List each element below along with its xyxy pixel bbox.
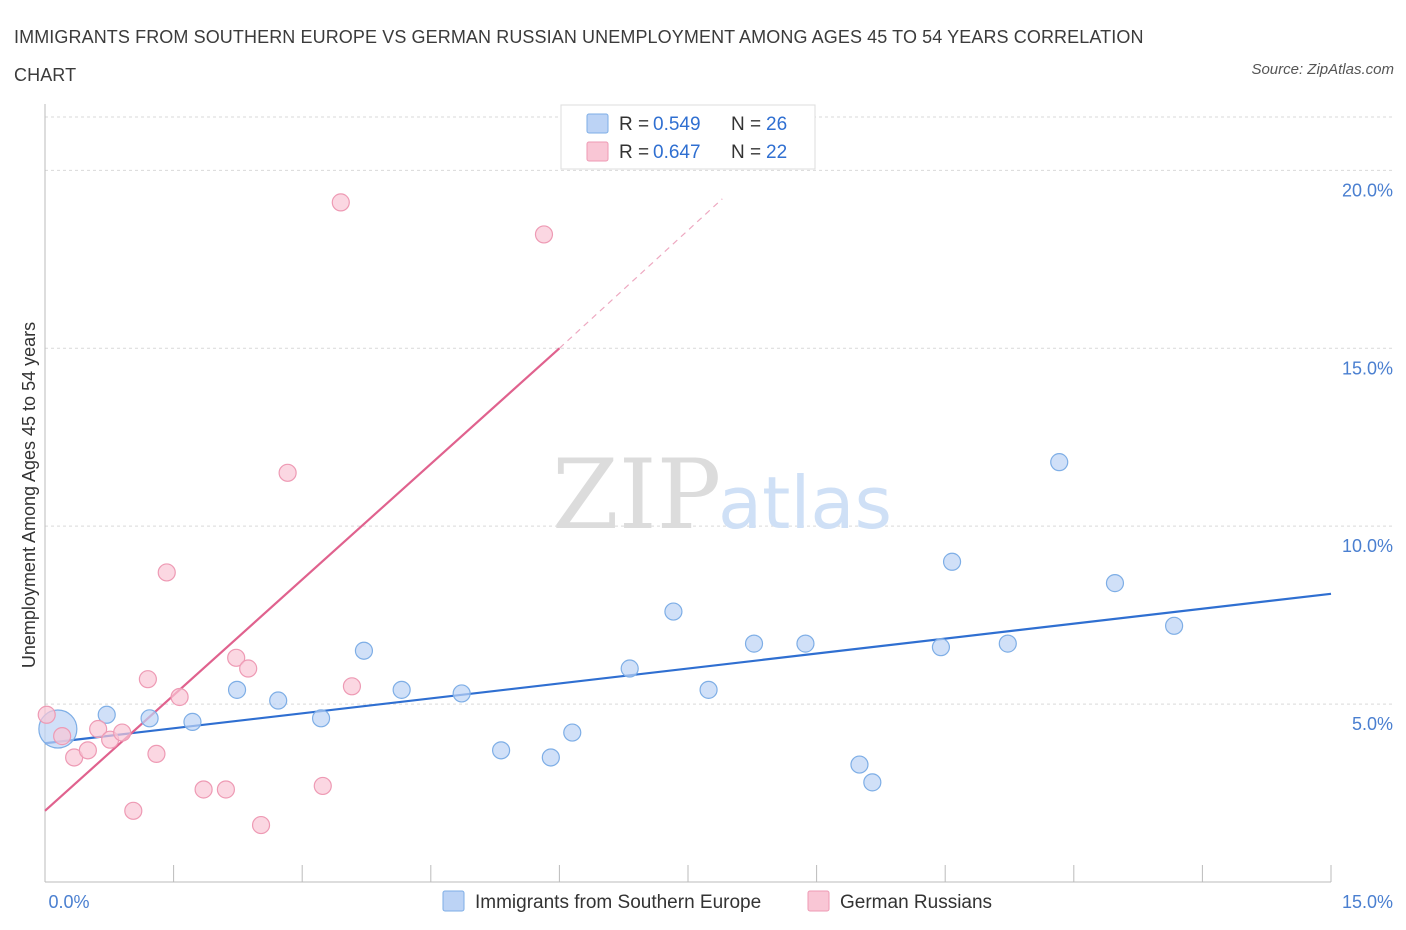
legend-n-value-1: 26 [766, 114, 787, 135]
y-tick-label: 15.0% [1342, 358, 1393, 378]
data-point-pink [124, 801, 143, 820]
grid-lines [45, 116, 1395, 705]
series-label-pink: German Russians [840, 892, 992, 913]
watermark: ZIP atlas [552, 439, 892, 551]
data-point-pink [251, 815, 271, 835]
data-point-blue [354, 641, 374, 660]
data-point-pink [157, 563, 176, 582]
data-point-blue [452, 684, 471, 703]
tick-labels: 5.0% 10.0% 15.0% 20.0% 0.0% 15.0% [48, 180, 1393, 912]
series-swatch-blue [442, 890, 465, 912]
trend-line-blue [44, 592, 1332, 745]
data-point-blue [311, 709, 331, 728]
y-tick-label: 10.0% [1342, 536, 1393, 556]
data-point-blue [1165, 616, 1184, 635]
data-point-pink [53, 727, 72, 746]
legend-n-label-1: N = [731, 114, 761, 135]
data-point-blue [863, 773, 882, 792]
data-point-pink [313, 776, 332, 796]
data-point-blue [620, 659, 639, 678]
data-point-blue [998, 634, 1017, 653]
data-point-pink [138, 670, 157, 689]
data-point-pink [227, 648, 246, 667]
series-swatch-pink [807, 890, 830, 912]
data-point-blue [699, 680, 718, 699]
series-legend: Immigrants from Southern Europe German R… [442, 890, 992, 913]
data-point-blue [744, 634, 764, 653]
axes [44, 104, 1332, 883]
x-tick-label: 0.0% [48, 892, 89, 912]
data-point-pink [78, 741, 97, 760]
legend-n-value-2: 22 [766, 142, 787, 163]
data-point-pink [331, 193, 350, 212]
y-tick-label: 5.0% [1352, 714, 1393, 734]
data-point-blue [850, 755, 869, 774]
data-point-blue [183, 712, 202, 731]
chart-title: IMMIGRANTS FROM SOUTHERN EUROPE VS GERMA… [14, 27, 1144, 85]
data-point-pink [37, 705, 56, 724]
data-point-blue [563, 723, 582, 742]
data-point-pink [342, 677, 362, 696]
legend-r-label-1: R = [619, 114, 649, 135]
trend-line-pink-extension [558, 198, 723, 349]
y-tick-label: 20.0% [1342, 180, 1393, 200]
data-point-pink [239, 659, 258, 678]
data-point-pink [216, 780, 235, 799]
data-point-blue [942, 552, 962, 571]
data-point-pink [534, 225, 554, 244]
data-point-blue [227, 680, 247, 699]
y-axis-label: Unemployment Among Ages 45 to 54 years [19, 322, 39, 668]
data-point-blue [140, 709, 159, 728]
data-point-blue [931, 638, 951, 657]
data-point-pink [89, 719, 108, 739]
data-point-pink [170, 687, 189, 707]
correlation-legend: R = 0.549 N = 26 R = 0.647 N = 22 [560, 104, 816, 170]
legend-n-label-2: N = [731, 142, 761, 163]
data-point-blue [392, 680, 411, 699]
x-tick-label: 15.0% [1342, 892, 1393, 912]
data-point-blue [1050, 453, 1069, 472]
watermark-atlas: atlas [718, 461, 892, 545]
data-point-blue [541, 748, 560, 767]
data-point-pink [113, 723, 132, 742]
data-point-pink [147, 744, 166, 764]
legend-r-label-2: R = [619, 142, 649, 163]
data-point-blue [796, 634, 815, 653]
data-point-blue [664, 602, 683, 621]
legend-r-value-1: 0.549 [653, 114, 701, 135]
data-point-blue [269, 691, 288, 710]
legend-r-value-2: 0.647 [653, 142, 701, 163]
data-point-blue [97, 705, 116, 724]
data-point-blue [1105, 574, 1125, 593]
data-point-blue [492, 741, 511, 760]
legend-swatch-blue [586, 113, 609, 134]
source-label: Source: ZipAtlas.com [1251, 61, 1394, 78]
series-label-blue: Immigrants from Southern Europe [475, 892, 761, 913]
data-point-pink [278, 463, 297, 482]
data-point-pink [194, 780, 213, 799]
data-points [37, 193, 1184, 835]
watermark-zip: ZIP [552, 439, 721, 551]
legend-swatch-pink [586, 141, 609, 162]
